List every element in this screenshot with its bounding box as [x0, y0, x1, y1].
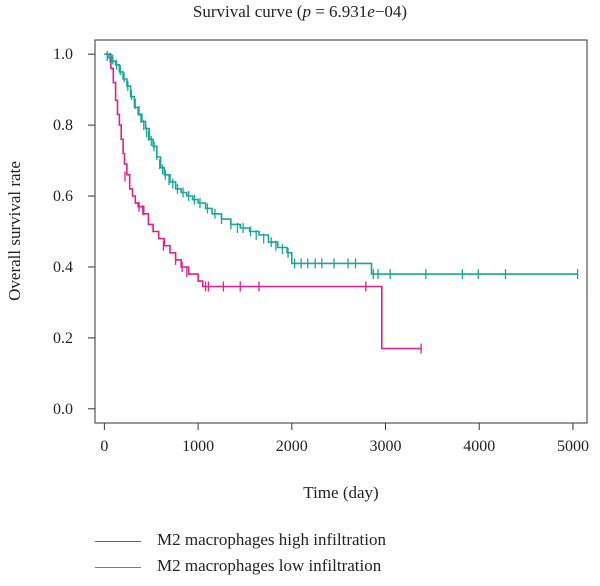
y-tick-label: 0.2: [53, 330, 73, 347]
series-layer: [104, 50, 579, 354]
chart-title: Survival curve (p = 6.931e−04): [0, 2, 600, 22]
title-p-e: e: [367, 2, 375, 21]
y-axis: 0.0 0.2 0.4 0.6 0.8 1.0: [53, 46, 95, 418]
y-tick-label: 0.0: [53, 401, 73, 418]
x-tick-label: 3000: [370, 438, 402, 455]
legend-label-high: M2 macrophages high infiltration: [157, 530, 386, 549]
title-p-symbol: p: [302, 2, 311, 21]
x-tick-label: 0: [100, 438, 108, 455]
y-tick-label: 0.8: [53, 117, 73, 134]
y-axis-label: Overall survival rate: [5, 161, 24, 301]
title-prefix: Survival curve (: [192, 2, 303, 21]
series-high: [104, 53, 422, 354]
y-tick-label: 1.0: [53, 46, 73, 63]
x-axis-label: Time (day): [303, 483, 378, 502]
x-tick-label: 2000: [276, 438, 308, 455]
survival-line-low: [104, 53, 578, 275]
title-suffix: ): [401, 2, 408, 21]
y-tick-label: 0.4: [53, 259, 73, 276]
title-p-exponent: −04: [374, 2, 402, 21]
survival-line-high: [104, 53, 422, 350]
y-tick-label: 0.6: [53, 188, 73, 205]
x-axis: 0 1000 2000 3000 4000 5000: [100, 423, 589, 455]
legend-swatch-high: [95, 541, 141, 542]
survival-chart: 0 1000 2000 3000 4000 5000 0.0 0.2 0.4 0.6 0.8 1.0…: [5, 39, 589, 502]
x-tick-label: 5000: [557, 438, 589, 455]
x-tick-label: 4000: [463, 438, 495, 455]
title-equals: =: [310, 2, 330, 21]
legend-swatch-low: [95, 567, 141, 568]
legend-label-low: M2 macrophages low infiltration: [157, 556, 382, 575]
title-p-mantissa: 6.931: [329, 2, 368, 21]
x-tick-label: 1000: [182, 438, 214, 455]
series-low: [104, 50, 579, 280]
plot-frame: [94, 39, 588, 424]
